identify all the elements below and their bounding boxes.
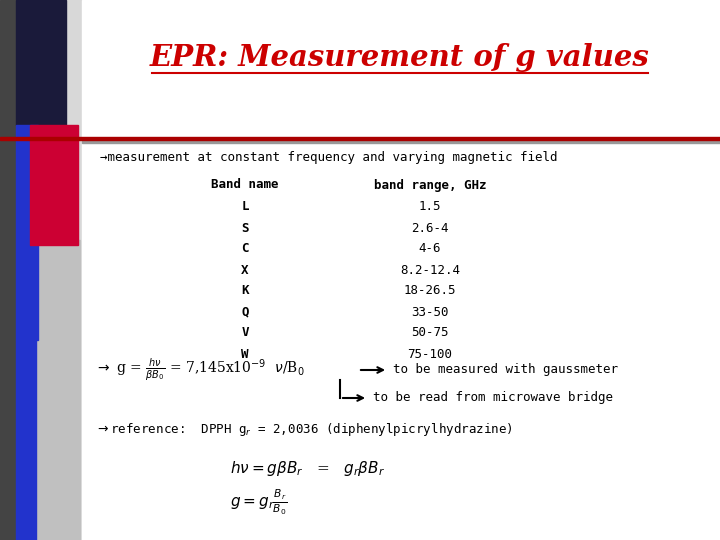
Bar [0, 0, 16, 540]
Text: to be measured with gaussmeter: to be measured with gaussmeter [393, 363, 618, 376]
Text: 18-26.5: 18-26.5 [404, 285, 456, 298]
Text: Band name: Band name [211, 179, 279, 192]
Text: Q: Q [241, 306, 248, 319]
Bar [82, 139, 720, 143]
Bar [30, 125, 78, 245]
Text: 2.6-4: 2.6-4 [411, 221, 449, 234]
Bar [16, 0, 66, 125]
Text: EPR: Measurement of g values: EPR: Measurement of g values [150, 44, 650, 72]
Text: 33-50: 33-50 [411, 306, 449, 319]
Text: $h\nu = g\beta B_r$   =   $g_r\beta B_r$: $h\nu = g\beta B_r$ = $g_r\beta B_r$ [230, 458, 385, 477]
Text: 75-100: 75-100 [408, 348, 452, 361]
Text: 8.2-12.4: 8.2-12.4 [400, 264, 460, 276]
Text: 1.5: 1.5 [419, 200, 441, 213]
Bar [16, 340, 36, 540]
Bar [82, 0, 720, 540]
Bar [22, 240, 80, 540]
Text: $\rightarrow$reference:  DPPH g$_r$ = 2,0036 (diphenylpicrylhydrazine): $\rightarrow$reference: DPPH g$_r$ = 2,0… [95, 422, 513, 438]
Bar [0, 137, 720, 140]
Text: V: V [241, 327, 248, 340]
Text: $\rightarrow$ g = $\frac{h\nu}{\beta B_0}$ = 7,145x10$^{-9}$  $\nu$/B$_0$: $\rightarrow$ g = $\frac{h\nu}{\beta B_0… [95, 357, 305, 383]
Text: 50-75: 50-75 [411, 327, 449, 340]
Text: K: K [241, 285, 248, 298]
Text: $g = g_r \frac{B_r}{B_0}$: $g = g_r \frac{B_r}{B_0}$ [230, 487, 287, 517]
Text: W: W [241, 348, 248, 361]
Text: C: C [241, 242, 248, 255]
Bar [16, 125, 38, 340]
Text: S: S [241, 221, 248, 234]
Text: X: X [241, 264, 248, 276]
Text: band range, GHz: band range, GHz [374, 179, 486, 192]
Text: to be read from microwave bridge: to be read from microwave bridge [373, 392, 613, 404]
Text: →measurement at constant frequency and varying magnetic field: →measurement at constant frequency and v… [100, 151, 557, 164]
Text: 4-6: 4-6 [419, 242, 441, 255]
Text: L: L [241, 200, 248, 213]
